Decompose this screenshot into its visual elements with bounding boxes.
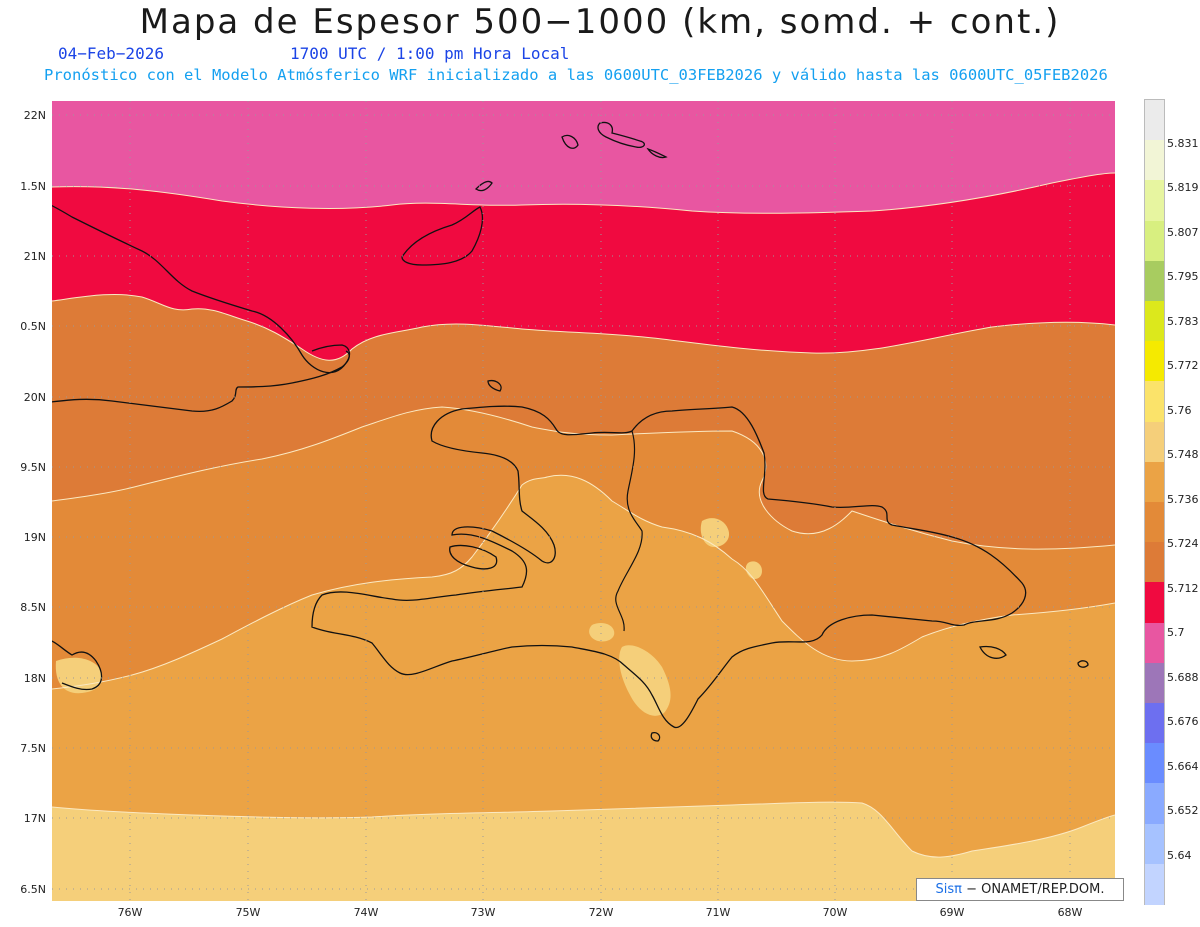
colorbar-cell bbox=[1145, 341, 1164, 383]
colorbar-cell bbox=[1145, 582, 1164, 624]
coastline-gonave bbox=[449, 544, 498, 570]
colorbar-label: 5.64 bbox=[1167, 849, 1192, 862]
lat-label: 7.5N bbox=[20, 742, 46, 755]
coastline-cuba-south bbox=[52, 350, 350, 413]
graticule bbox=[52, 101, 1115, 901]
coastline-great-inagua bbox=[401, 206, 484, 266]
coastline-beata bbox=[650, 731, 661, 742]
colorbar-cell bbox=[1145, 863, 1164, 905]
colorbar-label: 5.712 bbox=[1167, 582, 1199, 595]
colorbar-label: 5.724 bbox=[1167, 537, 1199, 550]
lat-label: 17N bbox=[23, 812, 46, 825]
lat-label: 0.5N bbox=[20, 320, 46, 333]
lat-label: 19N bbox=[23, 531, 46, 544]
lat-label: 18N bbox=[23, 672, 46, 685]
coastline-cuba bbox=[52, 204, 351, 374]
colorbar-cell bbox=[1145, 180, 1164, 222]
colorbar-cell bbox=[1145, 783, 1164, 825]
contour-line bbox=[52, 172, 1115, 214]
contour-line bbox=[52, 293, 1115, 361]
colorbar-label: 5.831 bbox=[1167, 137, 1199, 150]
haiti-dr-border bbox=[615, 430, 643, 632]
coastline-mona bbox=[1077, 660, 1089, 668]
colorbar-label: 5.807 bbox=[1167, 226, 1199, 239]
contour-line bbox=[52, 406, 1115, 550]
colorbar-cell bbox=[1145, 461, 1164, 503]
lat-label: 22N bbox=[23, 109, 46, 122]
model-description: Pronóstico con el Modelo Atmósferico WRF… bbox=[44, 66, 1108, 84]
coastline-turks-caicos bbox=[597, 121, 646, 149]
colorbar-label: 5.783 bbox=[1167, 315, 1199, 328]
colorbar-label: 5.7 bbox=[1167, 626, 1185, 639]
lat-label: 9.5N bbox=[20, 461, 46, 474]
credit-brand: Sisπ bbox=[935, 882, 962, 897]
light-patch-center bbox=[619, 645, 671, 716]
colorbar-cell bbox=[1145, 542, 1164, 584]
colorbar-label: 5.736 bbox=[1167, 493, 1199, 506]
colorbar-label: 5.688 bbox=[1167, 671, 1199, 684]
colorbar-cell bbox=[1145, 502, 1164, 543]
lon-label: 69W bbox=[939, 906, 965, 919]
colorbar-cell bbox=[1145, 703, 1164, 744]
credit-text: − ONAMET/REP.DOM. bbox=[961, 882, 1105, 897]
coastline-saona bbox=[979, 645, 1007, 659]
coastline-island bbox=[487, 379, 502, 392]
contour-line bbox=[52, 474, 1115, 690]
lon-label: 75W bbox=[235, 906, 261, 919]
lat-label: 8.5N bbox=[20, 601, 46, 614]
colorbar-label: 5.676 bbox=[1167, 715, 1199, 728]
coastline-hispaniola bbox=[311, 405, 1027, 729]
thickness-map-svg bbox=[52, 101, 1115, 901]
colorbar-label: 5.819 bbox=[1167, 181, 1199, 194]
map-title: Mapa de Espesor 500−1000 (km, somd. + co… bbox=[139, 2, 1061, 42]
lon-label: 72W bbox=[588, 906, 614, 919]
colorbar-label: 5.772 bbox=[1167, 359, 1199, 372]
credit-box: Sisπ − ONAMET/REP.DOM. bbox=[916, 878, 1124, 901]
colorbar-cell bbox=[1145, 140, 1164, 182]
lon-label: 76W bbox=[117, 906, 143, 919]
lat-label: 6.5N bbox=[20, 883, 46, 896]
colorbar-label: 5.795 bbox=[1167, 270, 1199, 283]
colorbar-cell bbox=[1145, 743, 1164, 785]
band-orange bbox=[52, 475, 1115, 901]
colorbar-label: 5.748 bbox=[1167, 448, 1199, 461]
colorbar-label: 5.664 bbox=[1167, 760, 1199, 773]
lon-label: 74W bbox=[353, 906, 379, 919]
thickness-map bbox=[52, 101, 1115, 901]
colorbar-cell bbox=[1145, 421, 1164, 463]
lon-label: 73W bbox=[470, 906, 496, 919]
colorbar-cell bbox=[1145, 100, 1164, 141]
lat-label: 20N bbox=[23, 391, 46, 404]
forecast-time: 1700 UTC / 1:00 pm Hora Local bbox=[290, 44, 570, 63]
colorbar-label: 5.76 bbox=[1167, 404, 1192, 417]
lat-label: 1.5N bbox=[20, 180, 46, 193]
colorbar-label: 5.652 bbox=[1167, 804, 1199, 817]
band-light bbox=[52, 802, 1115, 901]
coastline-island bbox=[474, 180, 493, 192]
lat-label: 21N bbox=[23, 250, 46, 263]
colorbar-cell bbox=[1145, 662, 1164, 704]
lon-label: 70W bbox=[822, 906, 848, 919]
forecast-date: 04−Feb−2026 bbox=[58, 44, 164, 63]
colorbar-cell bbox=[1145, 301, 1164, 342]
coastline-island bbox=[561, 134, 579, 149]
contour-line bbox=[52, 801, 1115, 858]
colorbar-cell bbox=[1145, 260, 1164, 302]
colorbar-cell bbox=[1145, 381, 1164, 423]
coastline-island bbox=[646, 147, 668, 159]
coastline-jamaica bbox=[52, 640, 103, 691]
colorbar-cell bbox=[1145, 220, 1164, 262]
colorbar-cell bbox=[1145, 823, 1164, 865]
colorbar-cell bbox=[1145, 622, 1164, 664]
colorbar bbox=[1144, 99, 1165, 905]
light-patch-north bbox=[700, 518, 730, 547]
lon-label: 71W bbox=[705, 906, 731, 919]
lon-label: 68W bbox=[1057, 906, 1083, 919]
light-patch-mid bbox=[589, 623, 615, 642]
